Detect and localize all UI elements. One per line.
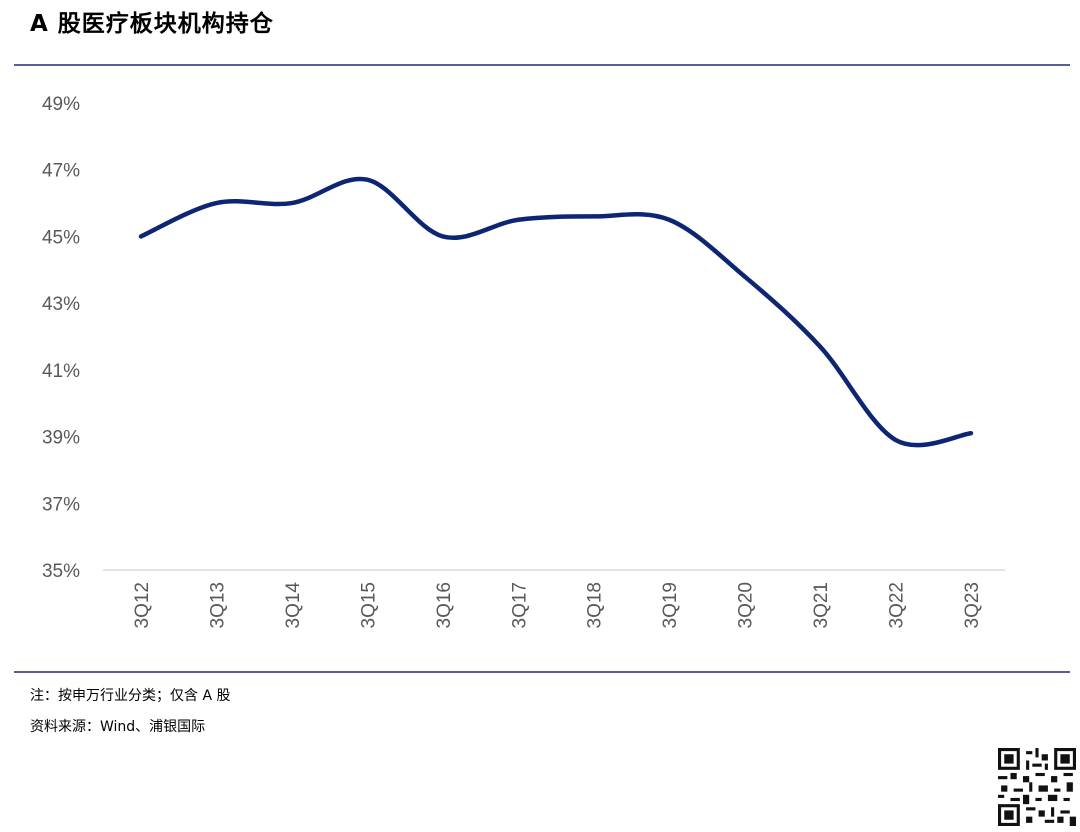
y-tick-label: 45% [42,227,80,248]
x-axis-ticks: 3Q12 3Q13 3Q14 3Q15 3Q16 3Q17 3Q18 3Q19 3Q20 3Q21… [132,582,983,629]
x-tick-label: 3Q15 [358,582,379,628]
x-tick-label: 3Q18 [585,582,606,628]
chart-title: A 股医疗板块机构持仓 [30,11,274,37]
footnote: 注：按申万行业分类；仅含 A 股 [30,688,231,704]
x-tick-label: 3Q17 [509,582,530,628]
x-tick-label: 3Q23 [962,582,983,628]
y-tick-label: 39% [42,428,80,449]
x-tick-label: 3Q13 [207,582,228,628]
y-tick-label: 35% [42,561,80,582]
line-chart: 35%37%39%41%43%45%47%49% 3Q12 3Q13 3Q14 3Q1… [42,94,1005,629]
y-tick-label: 49% [42,94,80,115]
y-tick-label: 47% [42,161,80,182]
x-tick-label: 3Q16 [434,582,455,628]
qr-code-icon [998,748,1076,826]
y-axis-ticks: 35% 37% 39% 41% 43% 45% 47% 49% [42,94,80,582]
top-divider [14,64,1070,66]
x-tick-label: 3Q22 [887,582,908,628]
bottom-divider [14,671,1070,673]
x-tick-label: 3Q14 [283,582,304,629]
x-tick-label: 3Q12 [132,582,153,628]
series-line [138,176,974,448]
source-note: 资料来源：Wind、浦银国际 [30,719,206,735]
x-tick-label: 3Q19 [660,582,681,628]
x-tick-label: 3Q20 [736,582,757,628]
x-tick-label: 3Q21 [811,582,832,628]
y-tick-label: 41% [42,361,80,382]
y-tick-label: 43% [42,294,80,315]
y-tick-label: 37% [42,494,80,515]
